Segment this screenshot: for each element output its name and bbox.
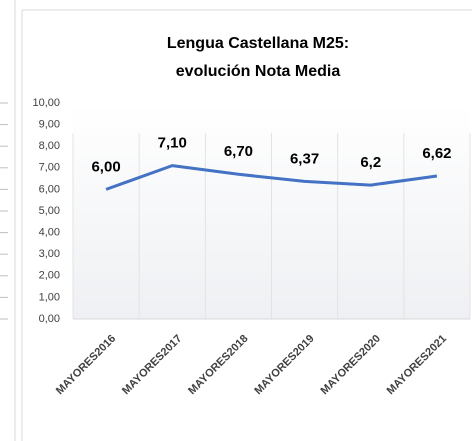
- data-label: 7,10: [158, 135, 187, 152]
- data-label: 6,00: [91, 158, 120, 175]
- series-line: [105, 164, 438, 191]
- y-tick-label: 7,00: [39, 162, 60, 174]
- y-tick-label: 2,00: [39, 270, 60, 282]
- y-tick-label: 4,00: [39, 227, 60, 239]
- x-tick-label: MAYORES2017: [120, 333, 184, 397]
- y-tick-label: 9,00: [39, 119, 60, 131]
- x-tick-label: MAYORES2019: [252, 333, 316, 397]
- x-tick-label: MAYORES2018: [186, 333, 250, 397]
- chart-title: Lengua Castellana M25:: [167, 35, 349, 52]
- y-tick-label: 0,00: [39, 313, 60, 325]
- y-tick-label: 1,00: [39, 291, 60, 303]
- data-label: 6,37: [290, 150, 319, 167]
- data-label: 6,2: [360, 154, 381, 171]
- x-tick-label: MAYORES2020: [319, 333, 383, 397]
- x-tick-label: MAYORES2016: [54, 333, 118, 397]
- y-tick-label: 5,00: [39, 205, 60, 217]
- y-tick-label: 8,00: [39, 140, 60, 152]
- data-label: 6,62: [422, 145, 451, 162]
- chart-subtitle: evolución Nota Media: [176, 63, 341, 80]
- y-tick-label: 10,00: [32, 97, 60, 109]
- x-tick-label: MAYORES2021: [385, 333, 449, 397]
- y-tick-label: 3,00: [39, 248, 60, 260]
- y-tick-label: 6,00: [39, 183, 60, 195]
- data-label: 6,70: [224, 143, 253, 160]
